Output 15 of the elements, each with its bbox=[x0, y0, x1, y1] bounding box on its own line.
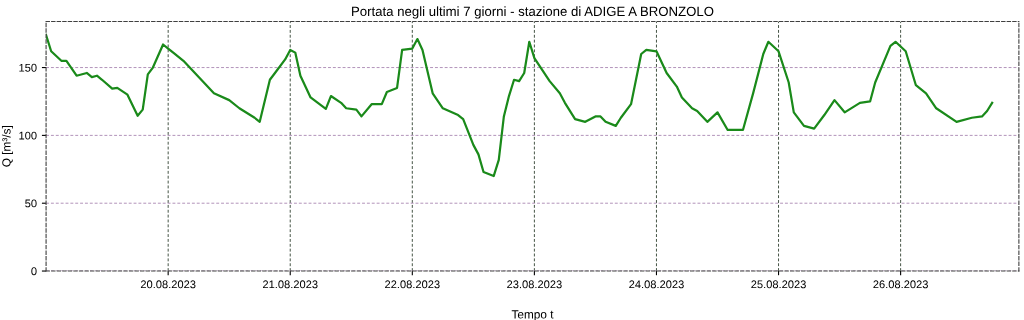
x-tick-label: 21.08.2023 bbox=[262, 280, 318, 289]
x-tick-label: 20.08.2023 bbox=[140, 280, 196, 289]
y-tick-label: 0 bbox=[31, 267, 37, 276]
line-series bbox=[46, 33, 994, 178]
y-tick-label: 50 bbox=[25, 199, 37, 208]
x-tick-label: 25.08.2023 bbox=[751, 280, 806, 289]
y-tick-label: 100 bbox=[19, 131, 37, 140]
x-tick-label: 22.08.2023 bbox=[385, 280, 440, 289]
x-axis-title: Tempo t bbox=[511, 310, 554, 320]
x-tick-label: 24.08.2023 bbox=[629, 280, 684, 289]
x-tick-label: 23.08.2023 bbox=[507, 280, 562, 289]
chart-title: Portata negli ultimi 7 giorni - stazione di ADIGE A BRONZOLO bbox=[352, 6, 714, 19]
y-tick-label: 150 bbox=[19, 63, 37, 72]
y-axis-title: Q [m³/s] bbox=[1, 126, 13, 167]
x-tick-label: 26.08.2023 bbox=[873, 280, 928, 289]
